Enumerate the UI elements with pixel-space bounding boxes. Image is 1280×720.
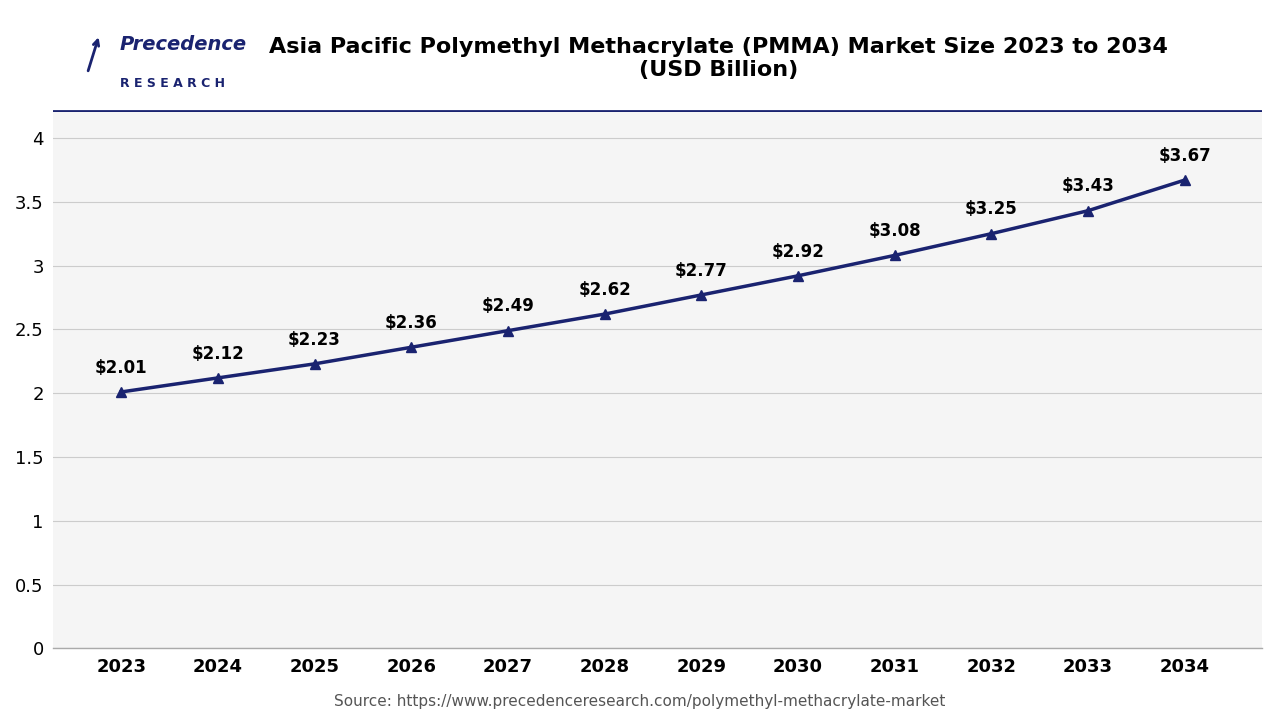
Text: $2.23: $2.23	[288, 330, 340, 348]
Text: $2.77: $2.77	[675, 261, 727, 279]
Text: $3.25: $3.25	[965, 200, 1018, 218]
Text: Source: https://www.precedenceresearch.com/polymethyl-methacrylate-market: Source: https://www.precedenceresearch.c…	[334, 694, 946, 709]
Text: $2.12: $2.12	[192, 345, 244, 363]
Text: $3.43: $3.43	[1061, 177, 1115, 195]
Text: Precedence: Precedence	[120, 35, 247, 54]
Text: $2.01: $2.01	[95, 359, 147, 377]
Text: $2.62: $2.62	[579, 281, 631, 299]
Text: $3.08: $3.08	[868, 222, 920, 240]
Text: $3.67: $3.67	[1158, 147, 1211, 165]
Text: $2.36: $2.36	[385, 314, 438, 332]
Text: Asia Pacific Polymethyl Methacrylate (PMMA) Market Size 2023 to 2034
(USD Billio: Asia Pacific Polymethyl Methacrylate (PM…	[269, 37, 1167, 81]
Text: $2.92: $2.92	[772, 243, 824, 261]
Text: R E S E A R C H: R E S E A R C H	[120, 77, 225, 90]
Text: $2.49: $2.49	[481, 297, 534, 315]
